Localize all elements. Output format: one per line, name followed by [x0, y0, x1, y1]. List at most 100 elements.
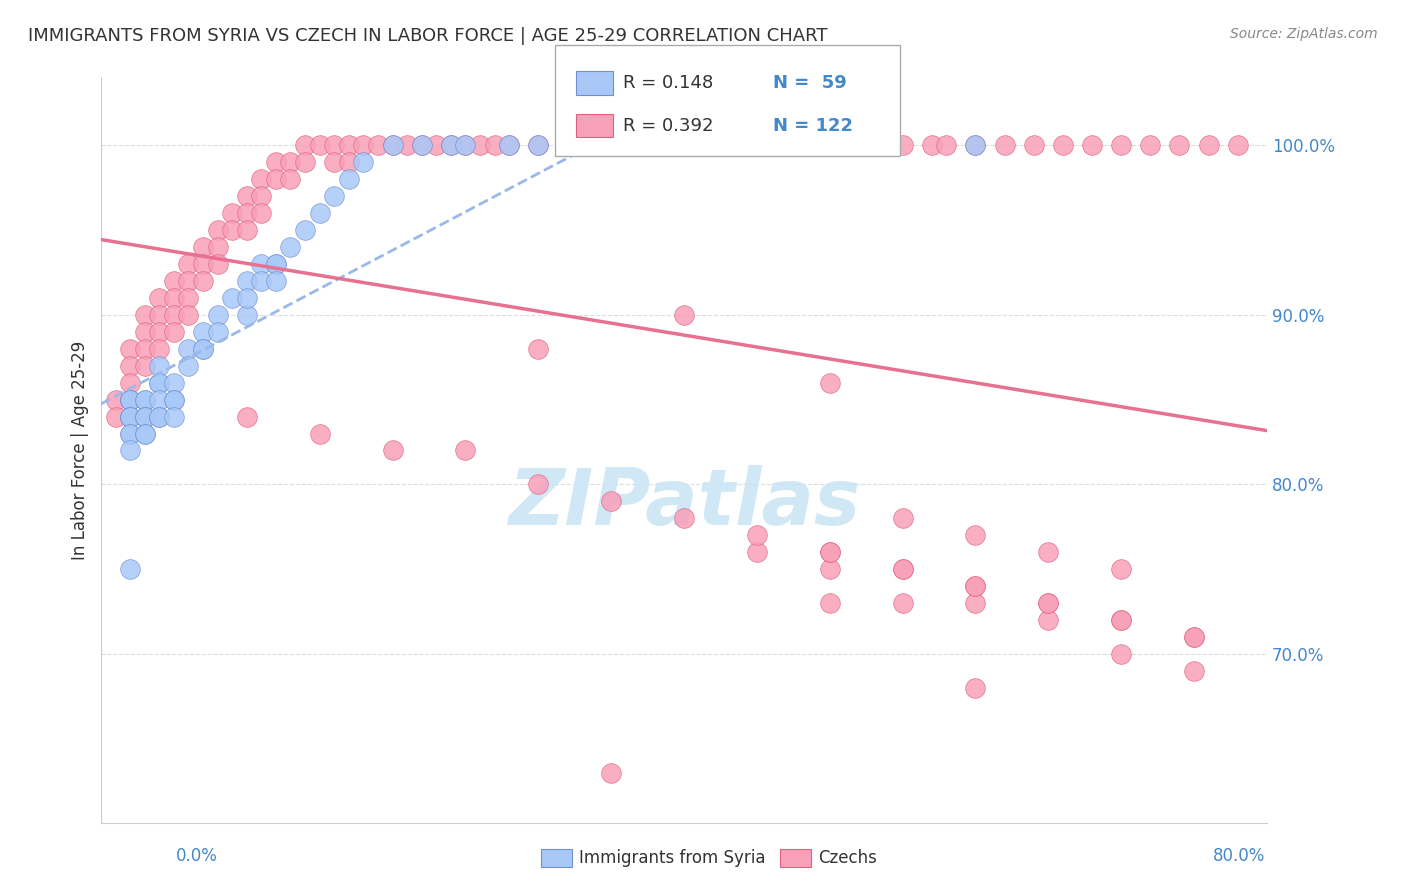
Point: [1038, 545, 1060, 559]
Point: [134, 409, 156, 424]
Point: [818, 376, 841, 390]
Point: [891, 562, 914, 576]
Point: [352, 155, 374, 169]
Point: [352, 138, 374, 153]
Point: [745, 545, 768, 559]
Text: Source: ZipAtlas.com: Source: ZipAtlas.com: [1230, 27, 1378, 41]
Point: [148, 359, 170, 373]
Text: R = 0.148: R = 0.148: [623, 74, 713, 92]
Point: [965, 528, 987, 542]
Point: [498, 138, 520, 153]
Point: [1226, 138, 1249, 153]
Point: [207, 223, 229, 237]
Point: [294, 223, 316, 237]
Point: [134, 426, 156, 441]
Point: [818, 545, 841, 559]
Point: [191, 342, 214, 356]
Text: Czechs: Czechs: [818, 849, 877, 867]
Point: [672, 138, 695, 153]
Point: [600, 138, 623, 153]
Point: [134, 342, 156, 356]
Point: [600, 765, 623, 780]
Point: [236, 274, 259, 288]
Point: [672, 308, 695, 322]
Point: [207, 308, 229, 322]
Point: [425, 138, 447, 153]
Point: [454, 443, 477, 458]
Point: [134, 409, 156, 424]
Point: [120, 359, 142, 373]
Point: [163, 409, 186, 424]
Point: [308, 426, 330, 441]
Point: [163, 308, 186, 322]
Point: [221, 291, 243, 305]
Point: [411, 138, 433, 153]
Point: [921, 138, 943, 153]
Point: [454, 138, 477, 153]
Point: [221, 206, 243, 220]
Point: [454, 138, 477, 153]
Point: [440, 138, 463, 153]
Point: [120, 426, 142, 441]
Point: [104, 392, 127, 407]
Point: [789, 138, 811, 153]
Point: [993, 138, 1015, 153]
Point: [935, 138, 957, 153]
Point: [177, 257, 200, 271]
Point: [527, 477, 550, 491]
Point: [396, 138, 419, 153]
Point: [411, 138, 433, 153]
Point: [236, 291, 259, 305]
Point: [148, 291, 170, 305]
Point: [818, 138, 841, 153]
Point: [381, 443, 404, 458]
Point: [134, 409, 156, 424]
Point: [148, 325, 170, 339]
Point: [134, 308, 156, 322]
Text: Immigrants from Syria: Immigrants from Syria: [579, 849, 766, 867]
Point: [571, 138, 593, 153]
Point: [965, 579, 987, 593]
Point: [134, 426, 156, 441]
Point: [337, 172, 360, 186]
Point: [294, 138, 316, 153]
Point: [191, 240, 214, 254]
Point: [163, 376, 186, 390]
Point: [1038, 596, 1060, 610]
Point: [571, 138, 593, 153]
Point: [1168, 138, 1191, 153]
Point: [367, 138, 389, 153]
Point: [818, 545, 841, 559]
Point: [191, 274, 214, 288]
Point: [120, 426, 142, 441]
Point: [600, 494, 623, 508]
Point: [236, 308, 259, 322]
Point: [177, 359, 200, 373]
Point: [120, 409, 142, 424]
Point: [745, 138, 768, 153]
Point: [120, 392, 142, 407]
Point: [323, 155, 346, 169]
Point: [527, 138, 550, 153]
Point: [1109, 613, 1132, 627]
Point: [1038, 596, 1060, 610]
Text: N =  59: N = 59: [773, 74, 846, 92]
Point: [177, 342, 200, 356]
Point: [1109, 613, 1132, 627]
Text: ZIPatlas: ZIPatlas: [508, 465, 860, 541]
Point: [323, 189, 346, 203]
Point: [1038, 613, 1060, 627]
Point: [1109, 647, 1132, 661]
Point: [163, 392, 186, 407]
Point: [1109, 562, 1132, 576]
Point: [250, 189, 273, 203]
Point: [163, 325, 186, 339]
Point: [818, 138, 841, 153]
Point: [381, 138, 404, 153]
Point: [120, 409, 142, 424]
Point: [702, 138, 724, 153]
Point: [120, 392, 142, 407]
Point: [207, 257, 229, 271]
Point: [745, 528, 768, 542]
Point: [148, 342, 170, 356]
